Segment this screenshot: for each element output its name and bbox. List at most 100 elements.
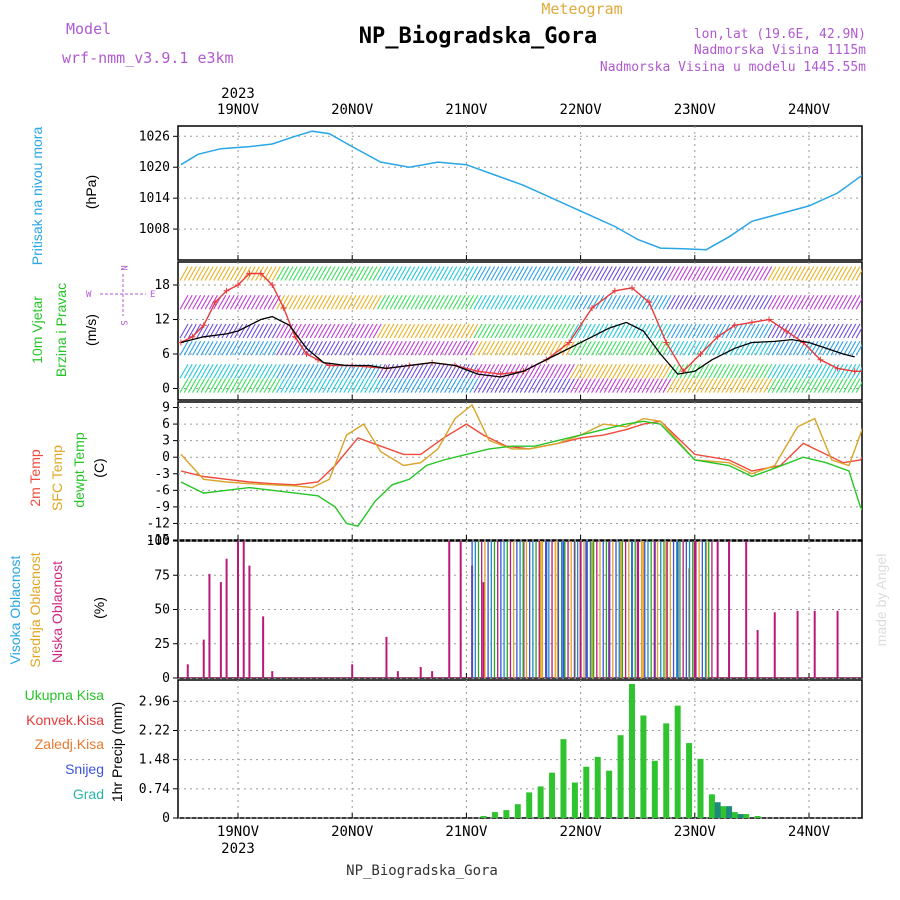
wind-barb: [717, 266, 727, 281]
sfc-temp-line: [180, 403, 862, 489]
wind-barb: [305, 340, 315, 356]
wind-barb: [612, 363, 622, 379]
wind-barb: [591, 363, 601, 379]
wind-barb: [339, 266, 349, 281]
wind-barb: [372, 266, 382, 281]
precip-bar: [737, 814, 744, 818]
wind-barb: [704, 294, 714, 310]
wind-barb: [633, 378, 643, 393]
wind-barb: [313, 378, 323, 393]
wind-barb: [498, 294, 508, 310]
wind-speed-marker: [851, 368, 858, 375]
wind-barb: [297, 323, 307, 339]
wind-barb: [826, 323, 836, 339]
wind-barb: [822, 294, 832, 310]
wind-barb: [381, 323, 391, 339]
wind-barb: [536, 294, 546, 310]
wind-barb: [544, 294, 554, 310]
page-title: NP_Biogradska_Gora: [359, 24, 597, 49]
wind-barb: [654, 363, 664, 379]
wind-barb: [780, 363, 790, 379]
wind-barb: [339, 323, 349, 339]
wind-barb: [276, 323, 286, 339]
wind-barb: [423, 323, 433, 339]
wind-barb: [855, 269, 862, 281]
wind-barb: [376, 378, 386, 393]
wind-barb: [410, 378, 420, 393]
wind-barb: [817, 378, 827, 393]
wind-barb: [263, 340, 273, 356]
wind-barb: [393, 266, 403, 281]
wind-barb: [473, 340, 483, 356]
temp-ylabel-dewpt: dewpt Temp: [71, 432, 87, 507]
wind-barb: [376, 340, 386, 356]
wind-barb: [309, 323, 319, 339]
bottom-date-axis: 19NOV 20NOV 21NOV 22NOV 23NOV 24NOV: [217, 824, 831, 840]
wind-barb: [775, 266, 785, 281]
wind-barb: [523, 363, 533, 379]
wind-barb: [280, 363, 290, 379]
wind-barb: [603, 363, 613, 379]
wind-barb: [259, 323, 269, 339]
wind-barb: [574, 266, 584, 281]
wind-barb: [792, 363, 802, 379]
wind-barb: [397, 340, 407, 356]
wind-barb: [851, 340, 861, 356]
wind-barb: [410, 266, 420, 281]
wind-barb: [276, 266, 286, 281]
wind-barb: [595, 266, 605, 281]
wind-barb: [301, 323, 311, 339]
wind-barb: [746, 266, 756, 281]
wind-barb: [208, 363, 218, 379]
wind-barb: [742, 323, 752, 339]
wind-barb: [418, 363, 428, 379]
wind-barb: [578, 294, 588, 310]
wind-barb: [435, 323, 445, 339]
wind-barb: [246, 378, 256, 393]
wind-barb: [259, 363, 269, 379]
wind-barb: [229, 266, 239, 281]
wind-barb: [591, 266, 601, 281]
wind-barb: [712, 294, 722, 310]
wind-barb: [288, 340, 298, 356]
wind-barb: [330, 323, 340, 339]
y-tick-label: 100: [147, 534, 170, 549]
wind-barb: [624, 378, 634, 393]
wind-barb: [460, 340, 470, 356]
wind-speed-marker: [714, 333, 721, 340]
wind-barb: [187, 363, 197, 379]
wind-barb: [767, 378, 777, 393]
wind-barb: [612, 266, 622, 281]
wind-barb: [187, 378, 197, 393]
wind-barb: [750, 378, 760, 393]
wind-barb: [754, 378, 764, 393]
wind-barb: [641, 340, 651, 356]
wind-barb: [708, 266, 718, 281]
wind-barb: [502, 378, 512, 393]
wind-barb: [183, 378, 193, 393]
wind-barb: [738, 363, 748, 379]
wind-barb: [330, 340, 340, 356]
wind-barb: [578, 323, 588, 339]
wind-barb: [334, 363, 344, 379]
wind-barb: [427, 266, 437, 281]
wind-barb: [406, 294, 416, 310]
wind-barb: [616, 340, 626, 356]
wind-barb: [675, 266, 685, 281]
wind-barb: [200, 363, 210, 379]
wind-barb: [855, 326, 862, 339]
wind-barb: [376, 363, 386, 379]
wind-barb: [733, 363, 743, 379]
wind-barb: [259, 378, 269, 393]
wind-barb: [565, 363, 575, 379]
wind-barb: [448, 378, 458, 393]
wind-barb: [578, 340, 588, 356]
wind-barb: [221, 340, 231, 356]
wind-barb: [460, 266, 470, 281]
wind-barb: [297, 266, 307, 281]
wind-barb: [372, 363, 382, 379]
wind-barb: [334, 294, 344, 310]
wind-barb: [313, 323, 323, 339]
wind-barb: [544, 378, 554, 393]
legend-frz-rain: Zaledj.Kisa: [35, 736, 104, 752]
